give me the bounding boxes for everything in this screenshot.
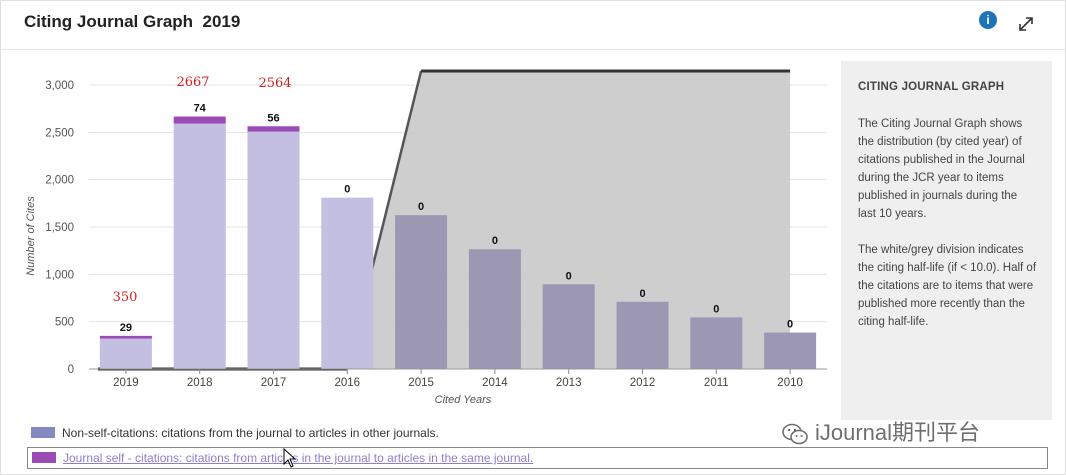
data-label: 0 — [639, 288, 645, 300]
bar-self — [247, 126, 300, 132]
data-labels: 29 74 56 0 0 0 0 0 0 0 — [120, 103, 793, 334]
annotation-2019: 350 — [113, 290, 138, 305]
description-paragraph-1: The Citing Journal Graph shows the distr… — [858, 118, 1025, 220]
data-label: 0 — [566, 270, 572, 282]
x-tick-label: 2015 — [408, 377, 434, 389]
axes: 0 500 1,000 1,500 2,000 2,500 3,000 2019 2018 201… — [45, 80, 827, 389]
legend-non-self: Non-self-citations: citations from the j… — [27, 423, 1046, 443]
mouse-cursor-icon — [283, 448, 297, 468]
x-axis-title: Cited Years — [435, 394, 492, 406]
description-title: CITING JOURNAL GRAPH — [858, 81, 1005, 93]
data-label: 0 — [713, 303, 719, 315]
x-tick-label: 2014 — [482, 377, 508, 389]
annotation-2018: 2667 — [176, 75, 209, 90]
data-label: 0 — [418, 201, 424, 213]
y-tick-label: 2,000 — [45, 175, 74, 187]
x-tick-label: 2011 — [704, 377, 729, 389]
bar-non-self — [247, 131, 300, 369]
citing-journal-chart: 0 500 1,000 1,500 2,000 2,500 3,000 2019 2018 201… — [25, 69, 827, 406]
watermark: iJournal期刊平台 — [781, 415, 980, 447]
bar-non-self — [99, 338, 152, 369]
legend-swatch-self — [32, 452, 56, 463]
bar-self — [173, 116, 226, 124]
y-tick-label: 3,000 — [45, 80, 74, 92]
data-label: 56 — [267, 112, 279, 124]
bar-non-self — [542, 284, 595, 369]
watermark-text: iJournal期刊平台 — [815, 420, 981, 445]
y-axis-title: Number of Cites — [25, 196, 37, 276]
legend-label-self[interactable]: Journal self - citations: citations from… — [63, 451, 534, 465]
annotation-2017: 2564 — [258, 76, 291, 91]
bar-non-self — [764, 332, 817, 369]
bar-non-self — [690, 317, 743, 369]
description-paragraph-2: The white/grey division indicates the ci… — [858, 244, 1037, 328]
x-tick-label: 2018 — [187, 377, 213, 389]
legend-self[interactable]: Journal self - citations: citations from… — [27, 447, 1048, 469]
y-tick-label: 1,500 — [45, 222, 74, 234]
panel-header: Citing Journal Graph 2019 i — [1, 1, 1065, 50]
y-tick-label: 0 — [68, 364, 74, 376]
bar-non-self — [395, 215, 448, 369]
info-icon[interactable]: i — [979, 11, 997, 29]
y-tick-label: 1,000 — [45, 269, 74, 281]
x-tick-label: 2012 — [630, 377, 656, 389]
y-tick-label: 500 — [55, 317, 74, 329]
y-tick-label: 2,500 — [45, 127, 74, 139]
x-tick-label: 2017 — [261, 377, 287, 389]
bar-non-self — [468, 249, 521, 369]
bars — [99, 116, 817, 370]
x-tick-label: 2016 — [335, 377, 361, 389]
data-label: 0 — [344, 184, 350, 196]
data-label: 29 — [120, 322, 132, 334]
x-tick-label: 2019 — [113, 377, 139, 389]
half-life-region — [347, 71, 791, 369]
data-label: 0 — [787, 319, 793, 331]
graph-description-panel: CITING JOURNAL GRAPH The Citing Journal … — [841, 61, 1052, 420]
data-label: 74 — [194, 103, 207, 115]
legend-swatch-non-self — [31, 427, 55, 438]
wechat-icon — [782, 423, 808, 445]
bar-non-self — [616, 301, 669, 369]
x-tick-label: 2010 — [777, 377, 803, 389]
bar-self — [99, 335, 152, 339]
bar-non-self — [173, 123, 226, 370]
x-tick-label: 2013 — [556, 377, 582, 389]
page-title: Citing Journal Graph 2019 — [24, 12, 241, 31]
expand-icon[interactable] — [1017, 15, 1035, 33]
data-label: 0 — [492, 235, 498, 247]
bar-non-self — [321, 197, 374, 369]
legend-label-non-self: Non-self-citations: citations from the j… — [62, 426, 439, 440]
